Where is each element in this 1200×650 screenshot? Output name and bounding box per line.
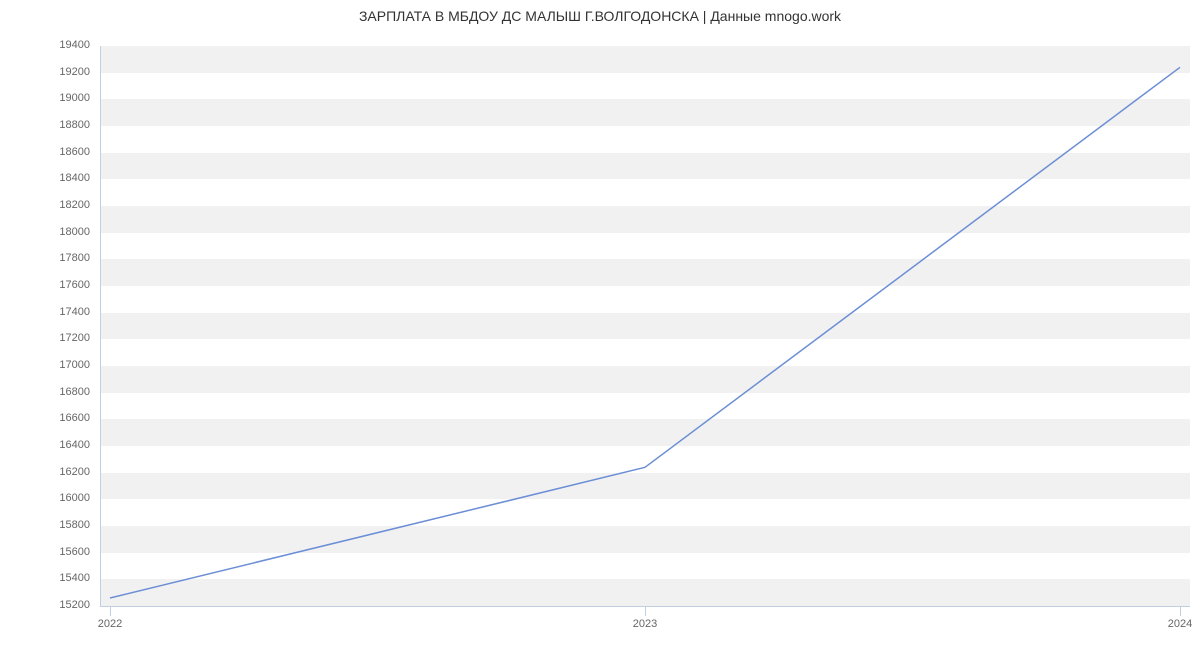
x-tick-mark — [645, 606, 646, 616]
y-tick-label: 17000 — [50, 359, 90, 371]
y-tick-label: 19400 — [50, 39, 90, 51]
x-tick-mark — [1180, 606, 1181, 616]
y-tick-label: 18400 — [50, 172, 90, 184]
x-tick-label: 2023 — [615, 618, 675, 630]
series-line — [100, 46, 1190, 606]
y-tick-label: 16600 — [50, 412, 90, 424]
x-tick-mark — [110, 606, 111, 616]
y-tick-label: 15400 — [50, 572, 90, 584]
y-tick-label: 17600 — [50, 279, 90, 291]
y-tick-label: 15800 — [50, 519, 90, 531]
y-tick-label: 17200 — [50, 332, 90, 344]
y-tick-label: 18800 — [50, 119, 90, 131]
x-tick-label: 2022 — [80, 618, 140, 630]
plot-area: 1520015400156001580016000162001640016600… — [100, 46, 1190, 606]
y-tick-label: 17800 — [50, 252, 90, 264]
y-tick-label: 18200 — [50, 199, 90, 211]
y-tick-label: 16000 — [50, 492, 90, 504]
y-tick-label: 16400 — [50, 439, 90, 451]
salary-line-chart: ЗАРПЛАТА В МБДОУ ДС МАЛЫШ Г.ВОЛГОДОНСКА … — [0, 0, 1200, 650]
y-tick-label: 19200 — [50, 66, 90, 78]
y-tick-label: 16200 — [50, 466, 90, 478]
y-tick-label: 16800 — [50, 386, 90, 398]
y-tick-label: 17400 — [50, 306, 90, 318]
x-tick-label: 2024 — [1150, 618, 1200, 630]
y-tick-label: 18000 — [50, 226, 90, 238]
y-tick-label: 19000 — [50, 92, 90, 104]
y-tick-label: 15600 — [50, 546, 90, 558]
chart-title: ЗАРПЛАТА В МБДОУ ДС МАЛЫШ Г.ВОЛГОДОНСКА … — [0, 8, 1200, 24]
y-tick-label: 18600 — [50, 146, 90, 158]
y-tick-label: 15200 — [50, 599, 90, 611]
